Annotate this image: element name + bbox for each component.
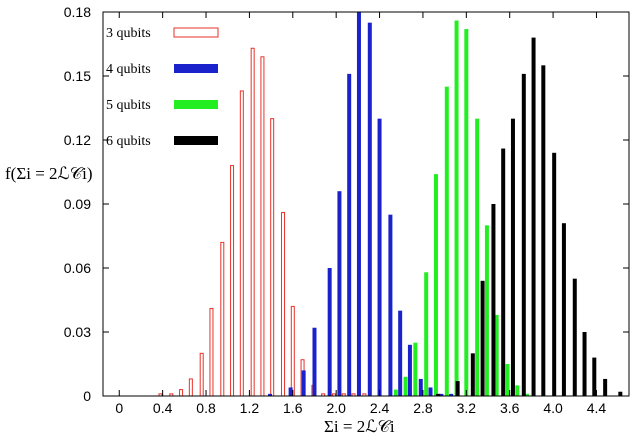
x-tick-label: 4.4: [587, 400, 607, 416]
bar-5-qubits: [413, 342, 418, 396]
legend-swatch: [174, 64, 218, 73]
bar-4-qubits: [449, 393, 454, 396]
bar-6-qubits: [572, 278, 577, 396]
bar-4-qubits: [327, 268, 332, 396]
bar-4-qubits: [288, 387, 293, 396]
x-tick-label: 0: [115, 400, 123, 416]
bar-5-qubits: [403, 376, 408, 396]
bar-5-qubits: [454, 20, 459, 397]
bar-3-qubits: [290, 305, 295, 397]
bar-6-qubits: [480, 280, 485, 396]
bar-3-qubits: [281, 212, 286, 397]
bar-6-qubits: [501, 148, 506, 396]
legend-swatch: [174, 100, 218, 109]
bar-6-qubits: [531, 37, 536, 396]
legend-label: 4 qubits: [106, 62, 151, 77]
bar-5-qubits: [525, 393, 530, 396]
x-tick-label: 3.6: [500, 400, 520, 416]
x-tick-label: 1.2: [240, 400, 260, 416]
bar-4-qubits: [268, 393, 273, 396]
bar-3-qubits: [179, 389, 184, 397]
bar-6-qubits: [510, 118, 515, 397]
bar-3-qubits: [250, 47, 255, 397]
y-tick-label: 0.18: [64, 4, 91, 20]
bar-6-qubits: [470, 353, 475, 396]
y-tick-label: 0.06: [64, 260, 91, 276]
bar-5-qubits: [433, 174, 438, 396]
bar-4-qubits: [312, 327, 317, 396]
bar-5-qubits: [464, 29, 469, 397]
bar-4-qubits: [367, 22, 372, 397]
bar-6-qubits: [582, 332, 587, 396]
bar-3-qubits: [230, 165, 235, 397]
bar-6-qubits: [592, 357, 597, 396]
y-tick-label: 0.03: [64, 324, 91, 340]
x-tick-label: 2.8: [413, 400, 433, 416]
bar-4-qubits: [398, 310, 403, 396]
bar-6-qubits: [552, 152, 557, 396]
legend-swatch: [174, 136, 218, 145]
bar-3-qubits: [220, 241, 225, 397]
bar-5-qubits: [505, 364, 510, 396]
bar-6-qubits: [491, 204, 496, 396]
bar-5-qubits: [475, 118, 480, 397]
bar-4-qubits: [337, 191, 342, 396]
bar-5-qubits: [424, 272, 429, 396]
x-tick-label: 0.8: [196, 400, 216, 416]
legend-swatch: [173, 27, 219, 38]
bar-3-qubits: [260, 56, 265, 397]
x-tick-label: 1.6: [283, 400, 303, 416]
bar-4-qubits: [301, 370, 306, 396]
bar-6-qubits: [618, 391, 623, 396]
legend-label: 6 qubits: [106, 134, 151, 149]
bar-5-qubits: [515, 385, 520, 396]
bar-3-qubits: [239, 90, 244, 397]
bar-4-qubits: [439, 393, 444, 396]
bar-3-qubits: [209, 308, 214, 397]
bar-4-qubits: [377, 118, 382, 397]
x-tick-label: 2.0: [326, 400, 346, 416]
bar-3-qubits: [199, 352, 204, 397]
bar-3-qubits: [270, 118, 275, 397]
bar-4-qubits: [418, 378, 423, 396]
bar-6-qubits: [541, 65, 546, 396]
bar-4-qubits: [407, 344, 412, 396]
y-tick-label: 0: [83, 388, 91, 404]
y-tick-label: 0.15: [64, 68, 91, 84]
legend-label: 5 qubits: [106, 98, 151, 113]
y-tick-label: 0.09: [64, 196, 91, 212]
bar-5-qubits: [393, 389, 398, 396]
bar-3-qubits: [188, 378, 193, 397]
bar-4-qubits: [356, 12, 361, 396]
bar-4-qubits: [428, 387, 433, 396]
bar-5-qubits: [484, 225, 489, 396]
bar-6-qubits: [455, 381, 460, 396]
bar-4-qubits: [347, 73, 352, 396]
x-tick-label: 2.4: [370, 400, 390, 416]
bar-6-qubits: [561, 223, 566, 396]
legend-label: 3 qubits: [106, 26, 151, 41]
y-axis-label: f(Σi = 2ℒ𝒞i): [5, 164, 93, 183]
bar-4-qubits: [388, 214, 393, 396]
bar-6-qubits: [603, 378, 608, 396]
x-tick-label: 4.0: [543, 400, 563, 416]
bar-6-qubits: [521, 73, 526, 396]
y-tick-label: 0.12: [64, 132, 91, 148]
bar-6-qubits: [436, 393, 441, 396]
bar-5-qubits: [494, 314, 499, 396]
bar-5-qubits: [444, 86, 449, 397]
x-axis-label: Σi = 2ℒ𝒞i: [324, 417, 395, 436]
x-tick-label: 3.2: [457, 400, 477, 416]
x-tick-label: 0.4: [153, 400, 173, 416]
